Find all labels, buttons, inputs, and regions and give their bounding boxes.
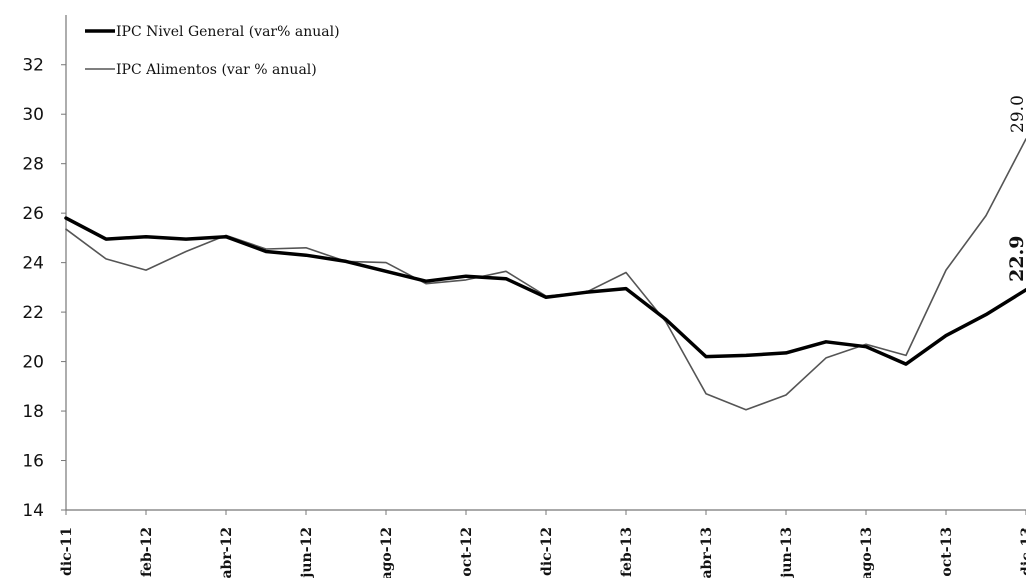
y-tick-label: 20 xyxy=(22,353,44,373)
x-tick-label: feb-12 xyxy=(139,527,155,577)
end-label-general: 22.9 xyxy=(1006,236,1026,282)
y-tick-label: 18 xyxy=(22,402,44,422)
y-ticks: 14 16 18 20 22 24 26 28 30 32 xyxy=(22,56,66,521)
y-tick-label: 24 xyxy=(22,254,44,274)
x-tick-label: jun-13 xyxy=(779,527,795,578)
legend-label-alimentos: IPC Alimentos (var % anual) xyxy=(116,62,317,78)
y-tick-label: 14 xyxy=(22,501,44,521)
x-tick-label: dic-12 xyxy=(539,527,555,576)
x-tick-label: dic-11 xyxy=(59,527,75,576)
y-tick-label: 28 xyxy=(22,155,44,175)
chart-axes xyxy=(65,15,1026,511)
x-ticks: dic-11 feb-12 abr-12 jun-12 ago-12 oct-12 dic-… xyxy=(59,510,1026,578)
y-tick-label: 22 xyxy=(22,303,44,323)
x-tick-label: ago-12 xyxy=(379,527,395,578)
end-label-alimentos: 29.0 xyxy=(1008,95,1026,133)
series-line-alimentos xyxy=(65,138,1026,411)
y-tick-label: 32 xyxy=(22,56,44,76)
series-line-general xyxy=(64,216,1026,366)
x-tick-label: feb-13 xyxy=(619,527,635,577)
y-tick-label: 30 xyxy=(22,105,44,125)
x-tick-label: abr-13 xyxy=(699,527,715,578)
x-tick-label: oct-13 xyxy=(939,527,955,577)
x-tick-label: oct-12 xyxy=(459,527,475,577)
x-tick-label: abr-12 xyxy=(219,527,235,578)
series-layer xyxy=(64,138,1026,411)
x-tick-label: ago-13 xyxy=(859,527,875,578)
legend: IPC Nivel General (var% anual) IPC Alime… xyxy=(85,24,340,78)
x-tick-label: jun-12 xyxy=(299,527,315,578)
y-tick-label: 26 xyxy=(22,204,44,224)
x-tick-label: dic-13 xyxy=(1019,527,1026,576)
y-tick-label: 16 xyxy=(22,452,44,472)
legend-label-general: IPC Nivel General (var% anual) xyxy=(116,24,340,40)
